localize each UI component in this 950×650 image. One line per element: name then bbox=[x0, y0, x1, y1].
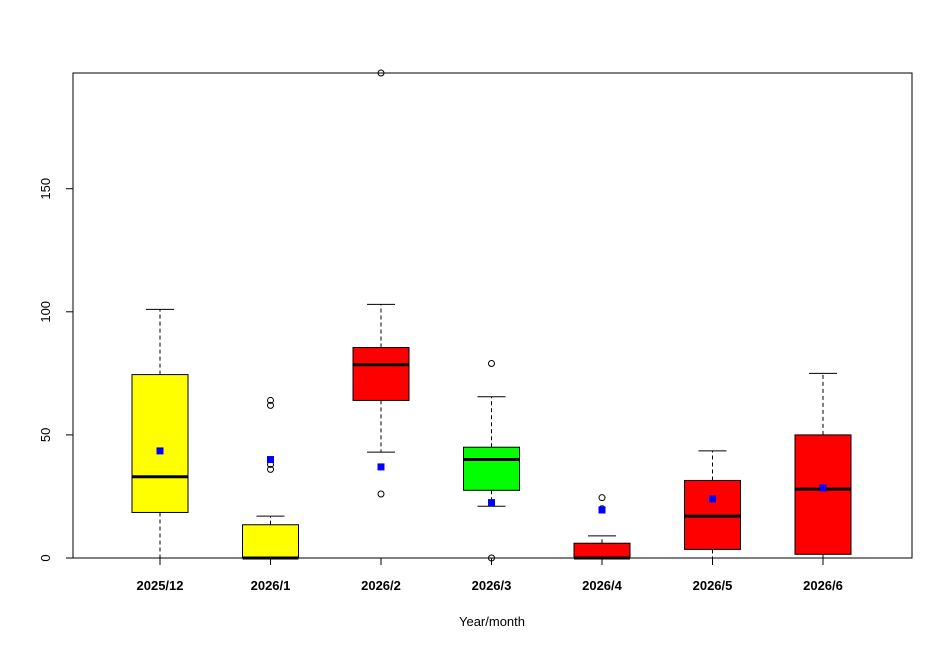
x-tick-label-0: 2025/12 bbox=[137, 578, 184, 593]
x-axis-title: Year/month bbox=[459, 614, 525, 629]
box-rect-6 bbox=[794, 434, 852, 555]
x-tick-label-3: 2026/3 bbox=[472, 578, 512, 593]
mean-marker-3 bbox=[488, 499, 495, 507]
plot-area-frame bbox=[72, 72, 913, 559]
outlier-2-0 bbox=[377, 490, 385, 498]
box-0 bbox=[131, 308, 189, 559]
outlier-1-3 bbox=[267, 396, 274, 404]
outlier-2-1 bbox=[377, 69, 385, 77]
x-tick-label-6: 2026/6 bbox=[803, 578, 843, 593]
x-tick-label-5: 2026/5 bbox=[693, 578, 733, 593]
boxes-group bbox=[131, 69, 852, 562]
outlier-4-1 bbox=[598, 494, 606, 502]
outlier-3-1 bbox=[488, 360, 495, 368]
box-3 bbox=[463, 360, 520, 562]
outlier-1-2 bbox=[267, 401, 274, 409]
box-6 bbox=[794, 372, 852, 559]
mean-marker-1 bbox=[267, 456, 274, 464]
mean-marker-4 bbox=[598, 506, 606, 514]
outlier-1-0 bbox=[267, 465, 274, 473]
y-tick-label-3: 150 bbox=[38, 178, 53, 200]
box-rect-2 bbox=[352, 347, 410, 401]
mean-marker-0 bbox=[156, 447, 164, 455]
x-tick-label-1: 2026/1 bbox=[251, 578, 291, 593]
x-tick-label-2: 2026/2 bbox=[361, 578, 401, 593]
box-rect-4 bbox=[573, 542, 631, 559]
mean-marker-6 bbox=[819, 484, 827, 492]
y-axis: 0 50 100 150 bbox=[38, 178, 73, 562]
box-4 bbox=[573, 494, 631, 560]
box-rect-0 bbox=[131, 374, 189, 513]
y-tick-label-2: 100 bbox=[38, 301, 53, 323]
box-rect-3 bbox=[463, 446, 520, 491]
mean-marker-5 bbox=[709, 495, 716, 503]
y-tick-label-0: 0 bbox=[38, 554, 53, 561]
mean-marker-2 bbox=[377, 463, 385, 471]
x-tick-label-4: 2026/4 bbox=[582, 578, 623, 593]
box-5 bbox=[684, 450, 741, 559]
box-rect-1 bbox=[242, 524, 299, 559]
box-1 bbox=[242, 396, 299, 560]
y-tick-label-1: 50 bbox=[38, 428, 53, 442]
x-axis: 2025/12 2026/1 2026/2 2026/3 2026/4 2026/5 202… bbox=[137, 558, 843, 593]
box-2 bbox=[352, 69, 410, 498]
